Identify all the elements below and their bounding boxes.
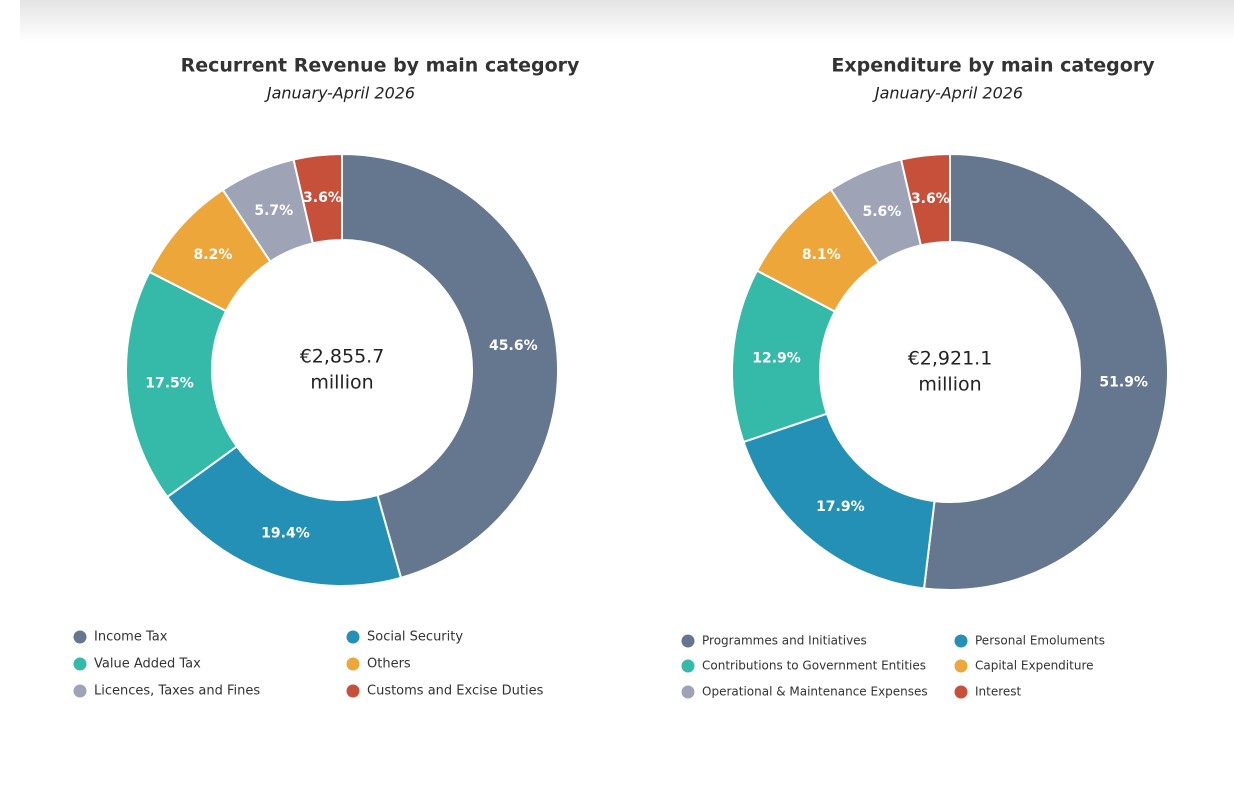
center-label: €2,855.7 [300, 346, 385, 368]
legend-marker [681, 685, 695, 699]
legend-marker [346, 657, 360, 671]
center-label: million [310, 372, 373, 394]
legend-label: Programmes and Initiatives [702, 634, 867, 648]
chart-title: Recurrent Revenue by main category [181, 55, 580, 77]
chart-subtitle: January-April 2026 [264, 84, 415, 103]
legend-marker [346, 684, 360, 698]
legend-label: Value Added Tax [94, 657, 201, 672]
value-label: 3.6% [303, 190, 342, 206]
legend-marker [73, 630, 87, 644]
value-label: 8.1% [802, 247, 841, 263]
center-label: million [918, 374, 981, 396]
legend-label: Personal Emoluments [975, 634, 1105, 648]
legend-marker [681, 634, 695, 648]
legend-label: Social Security [367, 630, 463, 645]
value-label: 12.9% [752, 350, 801, 366]
value-label: 45.6% [489, 338, 538, 354]
value-label: 51.9% [1099, 374, 1148, 390]
value-label: 17.9% [816, 499, 865, 515]
legend-marker [346, 630, 360, 644]
center-label: €2,921.1 [908, 348, 993, 370]
value-label: 5.7% [254, 203, 293, 219]
legend-marker [73, 684, 87, 698]
value-label: 19.4% [261, 525, 310, 541]
legend-marker [73, 657, 87, 671]
value-label: 8.2% [194, 247, 233, 263]
donut-slice [922, 152, 1170, 591]
legend-label: Income Tax [94, 630, 168, 645]
legend-label: Licences, Taxes and Fines [94, 684, 260, 699]
legend-marker [954, 634, 968, 648]
chart-title: Expenditure by main category [831, 55, 1155, 77]
legend-label: Interest [975, 685, 1022, 699]
legend-label: Others [367, 657, 411, 672]
legend-marker [954, 685, 968, 699]
donut-slice [292, 152, 343, 245]
donut-slice [341, 152, 559, 580]
value-label: 17.5% [145, 376, 194, 392]
legend-label: Customs and Excise Duties [367, 684, 544, 699]
donut-slice [899, 152, 951, 247]
top-shadow [20, 0, 1234, 42]
legend-label: Capital Expenditure [975, 659, 1094, 673]
legend-marker [681, 659, 695, 673]
legend-marker [954, 659, 968, 673]
donut-slice [165, 445, 403, 587]
legend-label: Contributions to Government Entities [702, 659, 926, 673]
value-label: 5.6% [862, 204, 901, 220]
legend-label: Operational & Maintenance Expenses [702, 685, 928, 699]
value-label: 3.6% [911, 191, 950, 207]
chart-subtitle: January-April 2026 [872, 84, 1023, 103]
